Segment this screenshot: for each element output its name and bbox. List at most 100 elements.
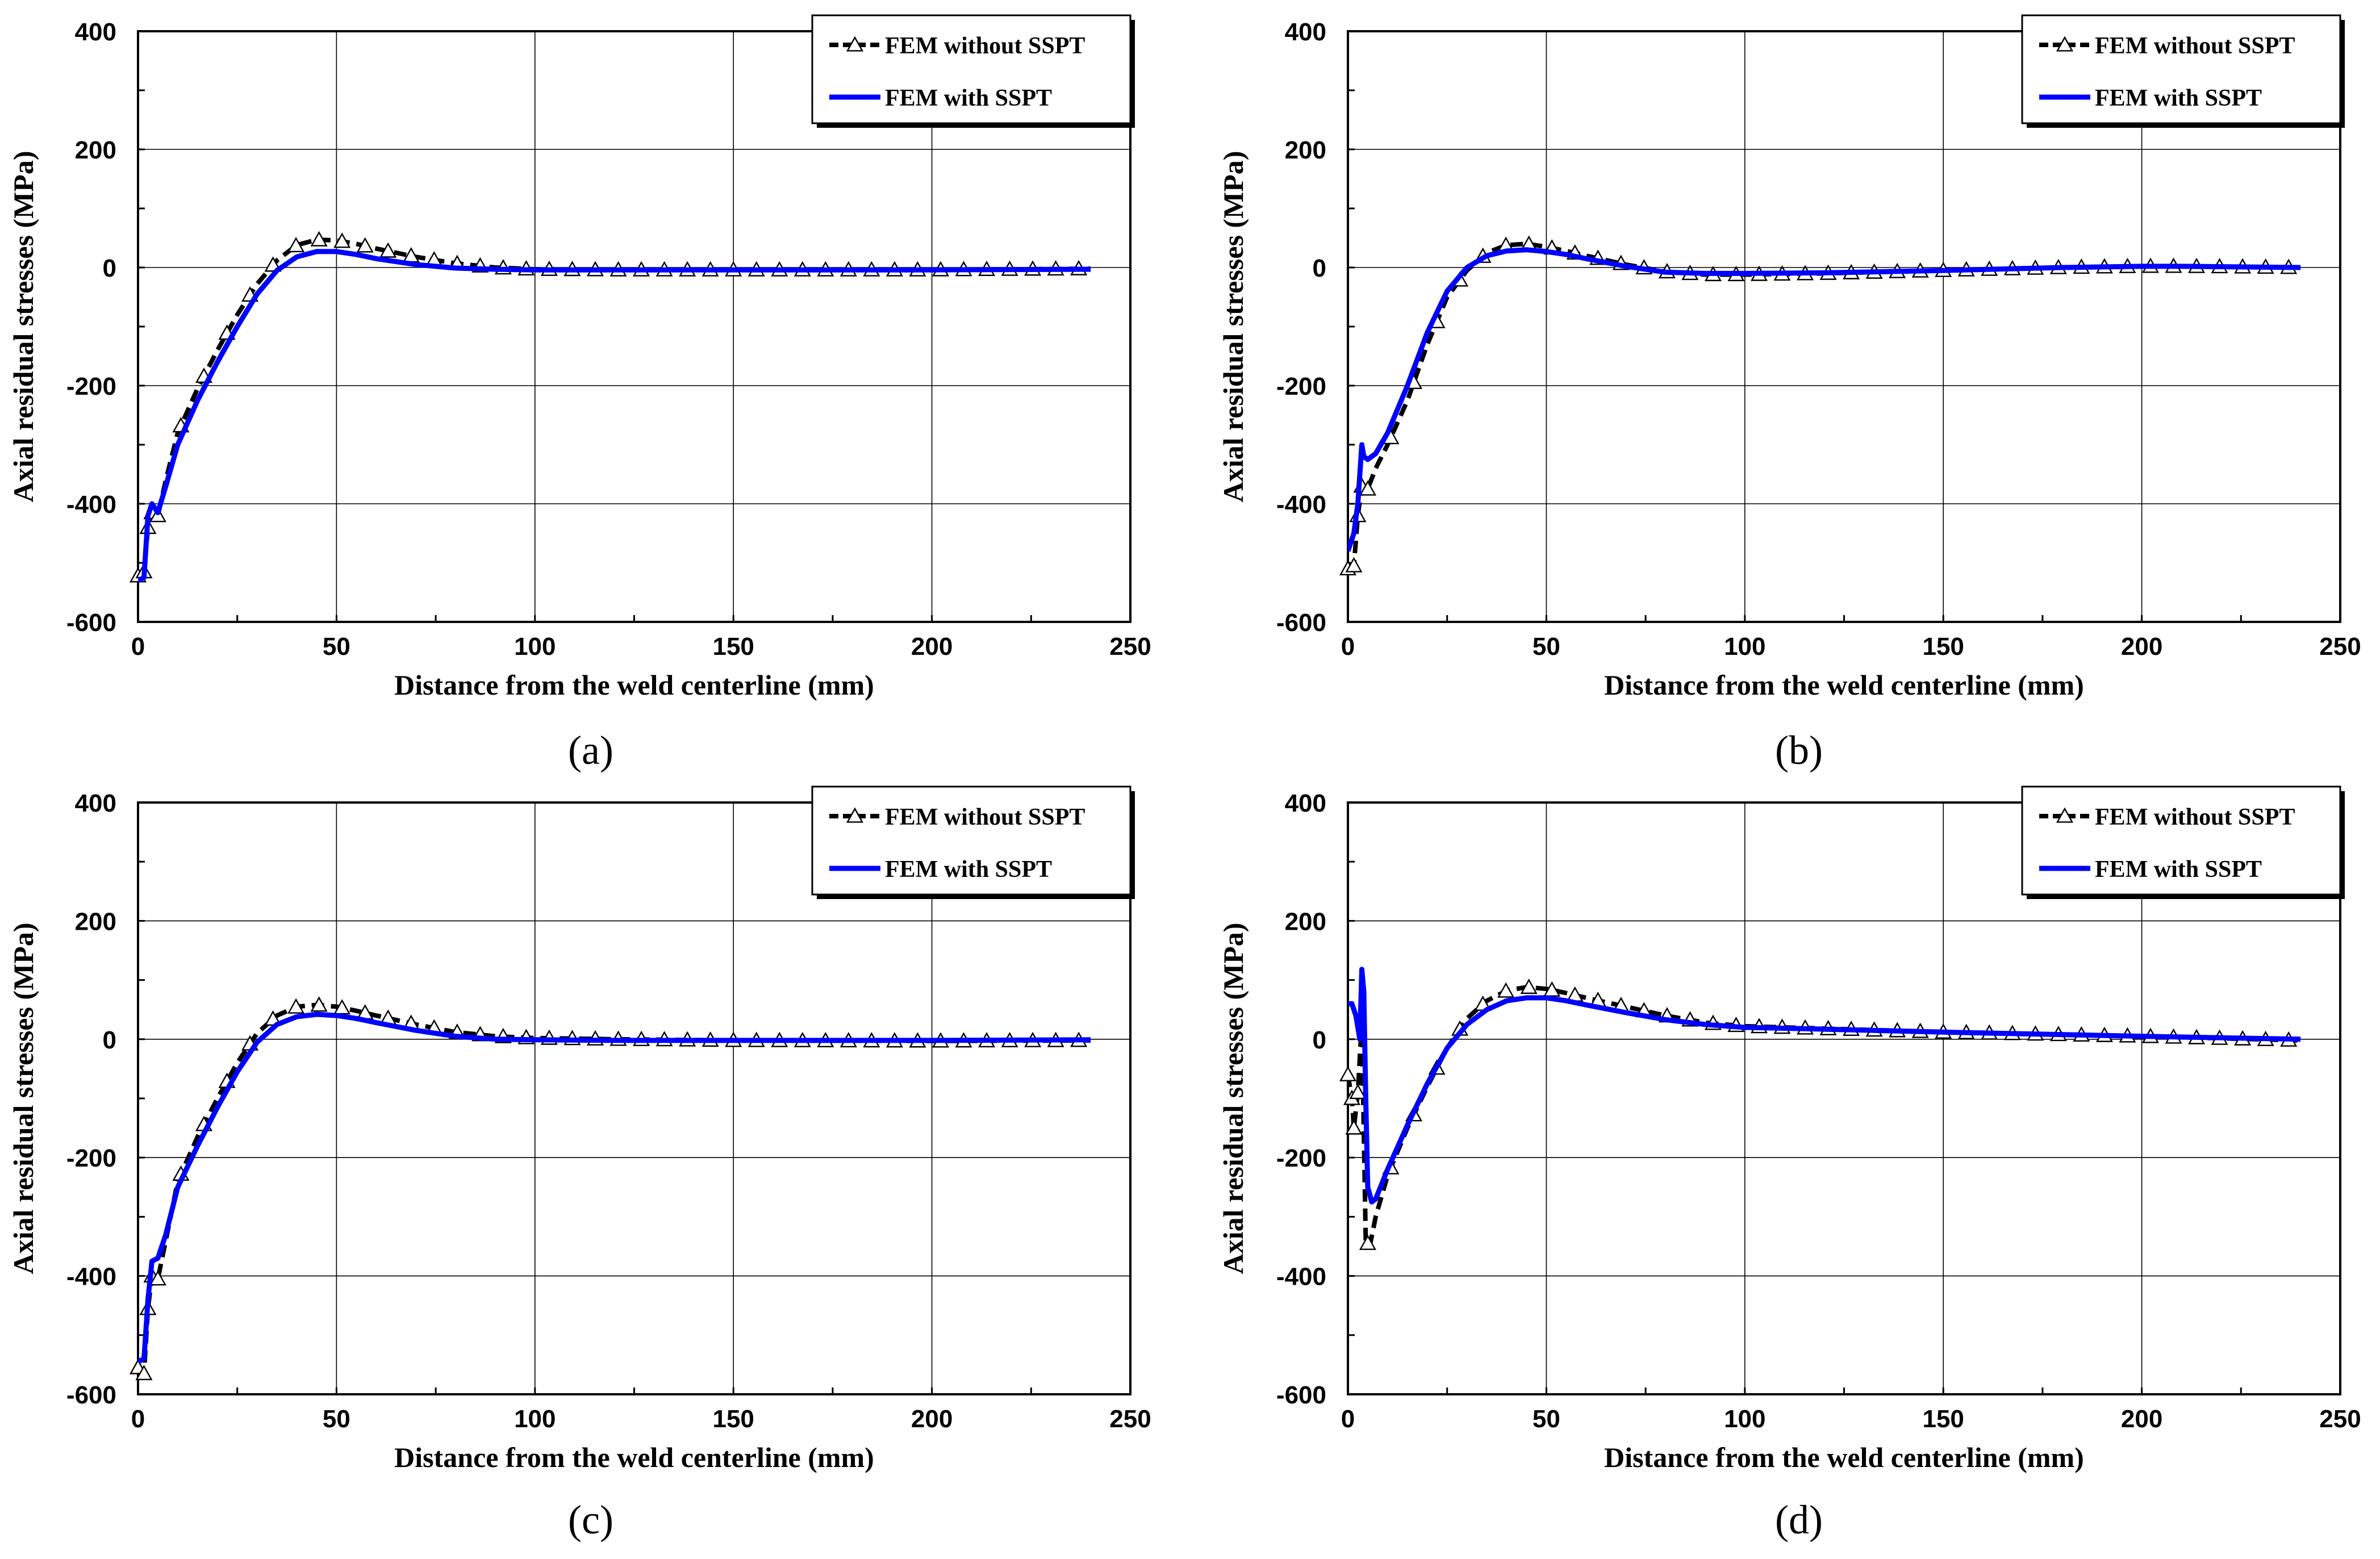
panel-label: (c) — [568, 1497, 613, 1543]
series-line-with-sspt — [1348, 247, 2301, 552]
chart-panel-a: 0 50 100 150 200 250 -600 -400 -200 0 200 400 Distan… — [7, 14, 1151, 773]
x-tick-label: 200 — [911, 1405, 953, 1433]
series-line-with-sspt — [138, 1012, 1091, 1364]
data-point-triangle — [1359, 480, 1376, 496]
x-tick-label: 100 — [514, 633, 556, 661]
x-tick-label: 0 — [1341, 633, 1355, 661]
legend-label: FEM with SSPT — [2095, 856, 2262, 883]
y-tick-label: 400 — [75, 18, 116, 46]
legend-marker-triangle — [846, 36, 864, 52]
chart-panel-c: 0 50 100 150 200 250 -600 -400 -200 0 200 400 Distan… — [7, 785, 1151, 1543]
y-tick-label: -400 — [66, 1263, 116, 1291]
panel-label: (d) — [1775, 1497, 1823, 1543]
plot-frame — [1347, 30, 2341, 623]
data-point-triangle — [1349, 1084, 1367, 1100]
x-tick-label: 200 — [2121, 1405, 2162, 1433]
panel-label: (b) — [1775, 728, 1823, 773]
y-tick-label: -200 — [1276, 373, 1326, 400]
x-tick-label: 100 — [1724, 633, 1765, 661]
series-line-with-sspt — [138, 249, 1091, 583]
y-tick-label: 0 — [1313, 1026, 1326, 1054]
legend-box — [811, 785, 1131, 896]
y-tick-label: -400 — [1276, 1263, 1326, 1291]
data-point-triangle — [1543, 981, 1561, 997]
data-point-triangle — [379, 242, 397, 258]
x-tick-label: 0 — [1341, 1405, 1355, 1433]
data-point-triangle — [1339, 1065, 1357, 1081]
legend-box — [811, 14, 1131, 124]
x-tick-label: 250 — [2319, 633, 2361, 661]
y-tick-label: -200 — [66, 1144, 116, 1172]
legend-label: FEM with SSPT — [885, 85, 1052, 111]
data-point-triangle — [333, 232, 351, 248]
data-point-triangle — [287, 237, 305, 253]
legend-marker-triangle — [846, 807, 864, 823]
y-tick-label: -200 — [1276, 1144, 1326, 1172]
y-tick-label: 400 — [75, 789, 116, 817]
chart-panel-b: 0 50 100 150 200 250 -600 -400 -200 0 200 400 Distan… — [1217, 14, 2361, 773]
panel-label: (a) — [568, 728, 613, 773]
y-axis-label: Axial residual stresses (MPa) — [1217, 923, 1249, 1274]
chart-panel-d: 0 50 100 150 200 250 -600 -400 -200 0 200 400 Distan… — [1217, 785, 2361, 1543]
y-tick-label: -600 — [66, 1381, 116, 1409]
x-tick-label: 250 — [2319, 1405, 2361, 1433]
data-point-triangle — [1345, 557, 1363, 572]
data-point-triangle — [1359, 1234, 1376, 1250]
legend-box — [2021, 785, 2341, 896]
legend-label: FEM with SSPT — [885, 856, 1052, 883]
legend-box — [2021, 14, 2341, 124]
x-axis-label: Distance from the weld centerline (mm) — [394, 669, 874, 701]
legend-label: FEM without SSPT — [2095, 33, 2295, 59]
x-tick-label: 50 — [1533, 1405, 1560, 1433]
data-point-triangle — [1497, 982, 1515, 998]
plot-frame — [137, 30, 1131, 623]
y-tick-label: 400 — [1285, 789, 1326, 817]
x-tick-label: 200 — [911, 633, 953, 661]
plot-frame — [137, 801, 1131, 1395]
y-tick-label: -600 — [1276, 609, 1326, 637]
data-point-triangle — [149, 1270, 166, 1286]
y-axis-label: Axial residual stresses (MPa) — [7, 151, 39, 503]
y-tick-label: -400 — [66, 491, 116, 519]
y-tick-label: 0 — [103, 1026, 116, 1054]
series-line-with-sspt — [1348, 967, 2301, 1205]
legend-label: FEM without SSPT — [885, 33, 1085, 59]
y-tick-label: -200 — [66, 373, 116, 400]
x-tick-label: 50 — [323, 1405, 350, 1433]
y-tick-label: 200 — [1285, 136, 1326, 164]
y-tick-label: 0 — [103, 254, 116, 282]
x-tick-label: 150 — [1922, 1405, 1964, 1433]
x-tick-label: 100 — [1724, 1405, 1765, 1433]
y-tick-label: 400 — [1285, 18, 1326, 46]
x-tick-label: 0 — [131, 633, 145, 661]
data-point-triangle — [333, 999, 351, 1015]
legend-label: FEM without SSPT — [2095, 804, 2295, 830]
x-axis-label: Distance from the weld centerline (mm) — [1604, 669, 2084, 701]
x-tick-label: 100 — [514, 1405, 556, 1433]
x-tick-label: 150 — [712, 1405, 754, 1433]
x-tick-label: 50 — [323, 633, 350, 661]
x-axis-label: Distance from the weld centerline (mm) — [394, 1441, 874, 1473]
y-axis-label: Axial residual stresses (MPa) — [7, 923, 39, 1274]
y-tick-label: 0 — [1313, 254, 1326, 282]
x-tick-label: 250 — [1109, 633, 1151, 661]
y-tick-label: -400 — [1276, 491, 1326, 519]
data-point-triangle — [287, 998, 305, 1014]
y-tick-label: -600 — [66, 609, 116, 637]
x-tick-label: 150 — [712, 633, 754, 661]
x-tick-label: 200 — [2121, 633, 2162, 661]
legend-marker-triangle — [2056, 36, 2074, 52]
x-tick-label: 250 — [1109, 1405, 1151, 1433]
data-point-triangle — [310, 231, 328, 246]
y-tick-label: -600 — [1276, 1381, 1326, 1409]
legend-label: FEM without SSPT — [885, 804, 1085, 830]
y-tick-label: 200 — [75, 136, 116, 164]
x-tick-label: 0 — [131, 1405, 145, 1433]
data-point-triangle — [135, 1365, 153, 1381]
data-point-triangle — [1520, 979, 1538, 994]
y-tick-label: 200 — [75, 908, 116, 935]
legend-marker-triangle — [2056, 807, 2074, 823]
y-axis-label: Axial residual stresses (MPa) — [1217, 151, 1249, 503]
x-tick-label: 50 — [1533, 633, 1560, 661]
